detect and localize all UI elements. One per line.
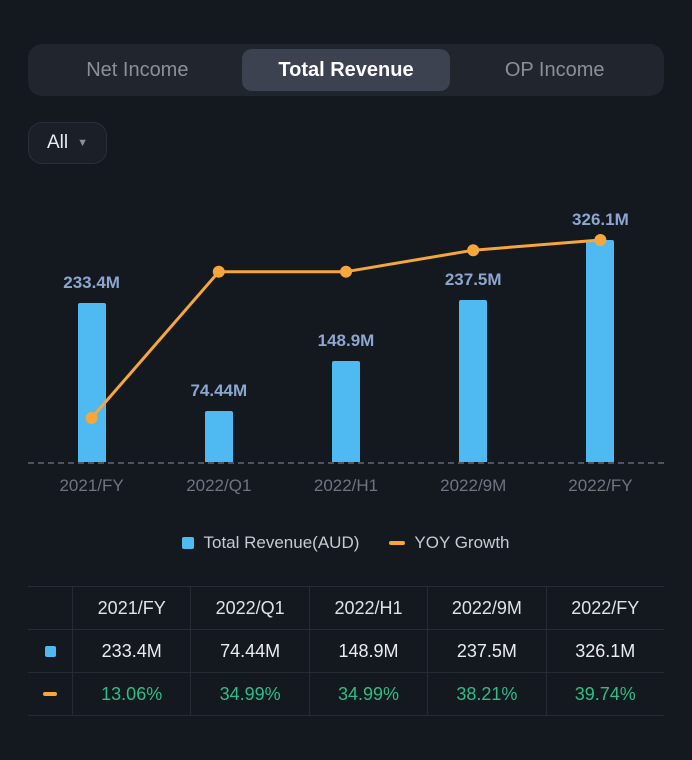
line-series-marker-icon: [389, 541, 406, 545]
table-value-cell: 13.06%: [72, 673, 191, 716]
x-axis: 2021/FY 2022/Q1 2022/H1 2022/9M 2022/FY: [28, 476, 664, 498]
bar-value-label: 326.1M: [572, 210, 629, 229]
legend-item-total-revenue[interactable]: Total Revenue(AUD): [182, 533, 359, 553]
yoy-growth-point: [467, 244, 480, 257]
table-value-cell: 74.44M: [190, 630, 309, 673]
table-value-cell: 39.74%: [545, 673, 664, 716]
x-axis-label: 2021/FY: [59, 476, 124, 495]
bar-value-label: 74.44M: [190, 381, 248, 401]
table-marker-cell: [28, 673, 72, 716]
table-value-cell: 326.1M: [545, 630, 664, 673]
x-axis-label: 2022/FY: [568, 476, 633, 495]
chevron-down-icon: ▼: [77, 136, 89, 149]
bar-series-marker-icon: [44, 645, 56, 657]
table-value-cell: 38.21%: [427, 673, 546, 716]
legend-label: Total Revenue(AUD): [203, 533, 360, 552]
x-axis-label: 2022/Q1: [186, 476, 252, 495]
bar-value-label: 233.4M: [63, 273, 120, 293]
table-marker-cell: [28, 630, 72, 673]
line-series-marker-icon: [43, 692, 57, 696]
table-value-cell: 237.5M: [427, 630, 546, 673]
revenue-bar-2021/FY[interactable]: [77, 303, 106, 462]
table-header-cell: 2022/Q1: [190, 586, 309, 630]
chart-legend: Total Revenue(AUD) YOY Growth: [28, 532, 664, 554]
financials-data-table: 2021/FY 2022/Q1 2022/H1 2022/9M 2022/FY 233.4…: [28, 586, 664, 716]
bar-value-label: 237.5M: [444, 270, 502, 290]
table-header-cell: 2021/FY: [72, 586, 191, 630]
legend-label: YOY Growth: [414, 533, 510, 552]
revenue-bar-2022/FY[interactable]: [586, 240, 615, 462]
table-header-cell: 2022/9M: [427, 586, 546, 630]
revenue-bar-2022/9M[interactable]: [459, 300, 488, 462]
table-value-cell: 148.9M: [308, 630, 428, 673]
tab-total-revenue[interactable]: Total Revenue: [241, 49, 451, 91]
period-filter-dropdown[interactable]: All ▼: [28, 122, 108, 164]
x-axis-label: 2022/H1: [313, 476, 379, 495]
bar-value-label: 148.9M: [317, 330, 375, 350]
table-value-cell: 34.99%: [308, 673, 428, 716]
period-filter-label: All: [47, 132, 69, 153]
table-value-cell: 233.4M: [72, 630, 191, 673]
tab-bar: Net Income Total Revenue OP Income: [28, 44, 664, 96]
filter-row: All ▼: [28, 122, 664, 164]
table-value-cell: 34.99%: [190, 673, 309, 716]
tab-net-income[interactable]: Net Income: [86, 58, 189, 81]
revenue-bar-2022/Q1[interactable]: [204, 411, 233, 462]
tab-op-income[interactable]: OP Income: [504, 58, 605, 81]
x-axis-label: 2022/9M: [440, 476, 507, 495]
bar-series-marker-icon: [182, 537, 195, 549]
table-header-cell: [28, 586, 72, 630]
yoy-growth-point: [340, 265, 352, 278]
revenue-chart-plot: 233.4M 74.44M 148.9M 237.5M 326.1M: [28, 192, 664, 464]
table-header-cell: 2022/FY: [545, 586, 664, 630]
table-header-cell: 2022/H1: [308, 586, 428, 630]
legend-item-yoy-growth[interactable]: YOY Growth: [389, 533, 510, 553]
yoy-growth-point: [212, 265, 225, 278]
revenue-bar-2022/H1[interactable]: [332, 360, 360, 462]
